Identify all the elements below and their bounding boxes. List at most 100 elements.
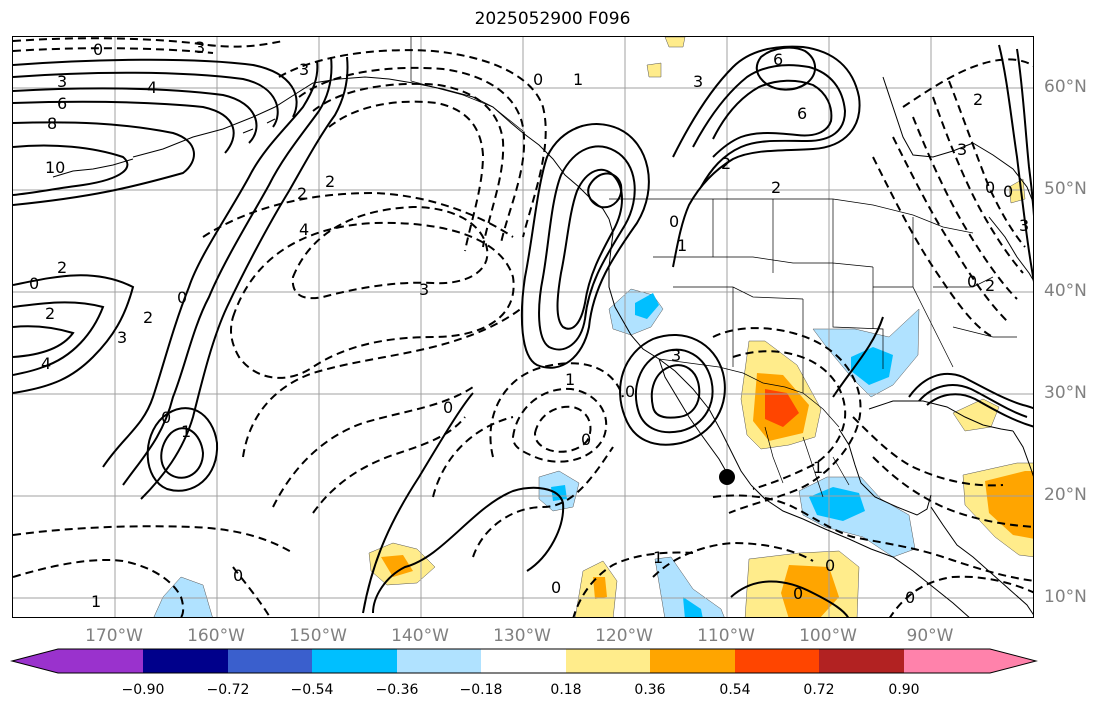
contour-label: 8: [47, 114, 57, 133]
location-marker: [719, 469, 735, 485]
neg-anomaly-fill: [654, 556, 725, 617]
alaska-coast: [132, 76, 610, 220]
colorbar-segment: [228, 649, 312, 673]
contour-label: 2: [57, 258, 67, 277]
contour-label: 0: [1003, 182, 1013, 201]
lon-label: 160°W: [187, 626, 245, 646]
baja-california: [658, 358, 728, 474]
contour-label: 3: [693, 72, 703, 91]
contour-label: 2: [771, 178, 781, 197]
pos-anomaly-fill: [646, 62, 662, 78]
lon-label: 110°W: [697, 626, 755, 646]
contour-label: 2: [985, 276, 995, 295]
colorbar-tick-label: 0.36: [634, 682, 666, 698]
colorbar-tick-label: 0.18: [550, 682, 582, 698]
lat-label: 50°N: [1044, 179, 1087, 199]
coastlines: [52, 76, 1033, 617]
colorbar-tick-label: 0.90: [888, 682, 920, 698]
florida: [1012, 430, 1033, 477]
shaded-anomalies: [153, 37, 1033, 617]
contour-label: 3: [419, 280, 429, 299]
contour-label: 3: [1019, 216, 1029, 235]
colorbar-tick-label: 0.72: [803, 682, 835, 698]
contour-label: 0: [443, 398, 453, 417]
positive-contours: [13, 44, 1033, 617]
contour-label: 3: [299, 60, 309, 79]
lon-label: 120°W: [595, 626, 653, 646]
contour-label: 2: [721, 154, 731, 173]
colorbar-segment: [397, 649, 481, 673]
contour-label: 0: [905, 588, 915, 607]
contour-label: 6: [797, 104, 807, 123]
contour-labels: 0 3 3 4 6 8 10 3 2 2 4 2 0 3 2 2 4 3 0 1…: [29, 38, 1029, 611]
contour-label: 0: [533, 70, 543, 89]
lat-label: 10°N: [1044, 587, 1087, 607]
contour-label: 6: [773, 50, 783, 69]
contour-label: 1: [91, 592, 101, 611]
contour-label: 0: [793, 584, 803, 603]
us-canada-border: [609, 198, 974, 234]
neg-anomaly-core: [551, 485, 567, 501]
contour-label: 0: [581, 430, 591, 449]
contour-label: 1: [653, 548, 663, 567]
contour-label: 4: [147, 78, 157, 97]
canada-east-coast: [972, 142, 1033, 281]
colorbar-segment: [143, 649, 228, 673]
contour-label: 10: [45, 158, 65, 177]
us-state-borders: [653, 199, 1017, 393]
contour-label: 3: [117, 328, 127, 347]
aleutian-islands: [52, 118, 276, 178]
pos-anomaly-mid: [985, 471, 1033, 539]
colorbar-tick-label: −0.90: [121, 682, 165, 698]
contour-label: 1: [181, 422, 191, 441]
colorbar-tick-label: −0.54: [290, 682, 334, 698]
contour-label: 0: [93, 40, 103, 59]
contour-label: 1: [565, 370, 575, 389]
neg-anomaly-fill: [798, 476, 916, 558]
lon-label: 130°W: [493, 626, 551, 646]
colorbar-segment: [650, 649, 735, 673]
lon-label: 90°W: [906, 626, 954, 646]
map-panel: 0 3 3 4 6 8 10 3 2 2 4 2 0 3 2 2 4 3 0 1…: [12, 36, 1034, 618]
west-coast: [608, 218, 752, 486]
lon-label: 100°W: [799, 626, 857, 646]
colorbar-tick-label: 0.54: [719, 682, 751, 698]
contour-label: 0: [967, 272, 977, 291]
contour-label: 2: [325, 172, 335, 191]
colorbar-segment: [12, 649, 143, 673]
us-mexico-border: [658, 358, 840, 428]
pos-anomaly-fill: [664, 37, 686, 48]
colorbar-tick-label: −0.36: [375, 682, 419, 698]
contour-label: 1: [813, 458, 823, 477]
contour-label: 3: [195, 38, 205, 57]
pos-anomaly-mid: [593, 577, 607, 599]
mexico-pacific-coast: [750, 484, 970, 617]
contour-label: 0: [29, 274, 39, 293]
pos-anomaly-core: [765, 389, 799, 427]
colorbar-segment: [735, 649, 819, 673]
contour-label: 0: [625, 382, 635, 401]
political-borders: [410, 37, 1017, 498]
alaska-canada-border: [410, 37, 524, 132]
contour-label: 3: [57, 72, 67, 91]
contour-label: 6: [57, 94, 67, 113]
colorbar-tick-label: −0.72: [206, 682, 250, 698]
central-america: [930, 506, 1033, 615]
gulf-coast: [838, 400, 1014, 516]
lat-label: 60°N: [1044, 77, 1087, 97]
contour-label: 2: [45, 304, 55, 323]
lat-label: 20°N: [1044, 485, 1087, 505]
contour-label: 1: [573, 70, 583, 89]
colorbar-segment: [904, 649, 1036, 673]
contour-label: 0: [985, 178, 995, 197]
contour-label: 4: [299, 220, 309, 239]
contour-label: 2: [297, 184, 307, 203]
neg-anomaly-core: [683, 597, 703, 617]
lon-label: 170°W: [85, 626, 143, 646]
contour-label: 0: [551, 578, 561, 597]
contour-label: 0: [825, 556, 835, 575]
neg-anomaly-fill: [153, 576, 213, 617]
lat-label: 30°N: [1044, 383, 1087, 403]
contour-label: 3: [671, 346, 681, 365]
contour-label: 3: [957, 140, 967, 159]
